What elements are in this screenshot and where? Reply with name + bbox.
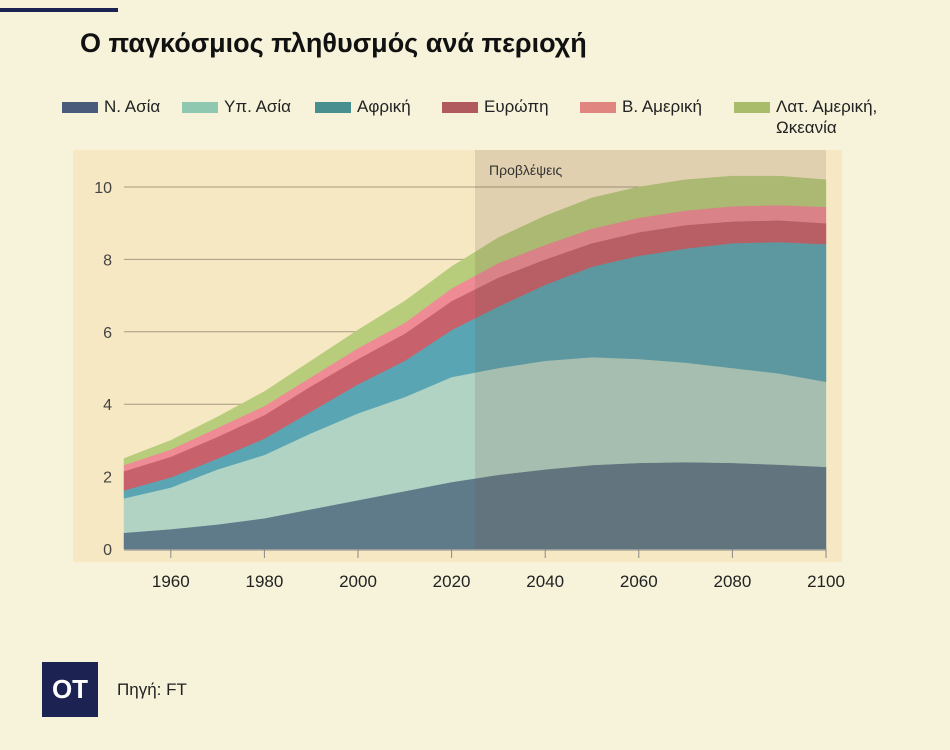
legend-item: Ν. Ασία [62,97,160,117]
x-tick-label: 1980 [245,572,283,591]
legend-swatch [315,102,351,113]
legend-swatch [62,102,98,113]
legend-label: Ν. Ασία [104,97,161,116]
y-tick-label: 10 [94,180,112,197]
x-tick-label: 2020 [433,572,471,591]
legend-swatch [734,102,770,113]
legend-label: Αφρική [357,97,411,116]
forecast-region [475,150,826,549]
legend-item: Αφρική [315,97,411,117]
legend-label: Λατ. Αμερική, Ωκεανία [776,97,878,137]
legend-item: Ευρώπη [442,97,549,117]
y-tick-label: 2 [103,470,112,487]
source-note: Πηγή: FT [117,680,187,699]
forecast-label: Προβλέψεις [489,162,562,178]
x-tick-label: 1960 [152,572,190,591]
chart-title: Ο παγκόσμιος πληθυσμός ανά περιοχή [80,28,587,58]
legend-item: Υπ. Ασία [182,97,291,117]
logo: OT [42,662,98,717]
area-series-6 [123,175,827,466]
legend-label: Β. Αμερική [622,97,702,116]
legend: Ν. Ασία Υπ. Ασία Αφρική Ευρώπη Β. Αμερική Λατ… [62,97,922,147]
x-tick-label: 2100 [807,572,845,591]
legend-label: Υπ. Ασία [224,97,292,116]
legend-swatch [580,102,616,113]
y-tick-label: 6 [103,325,112,342]
x-tick-label: 2080 [713,572,751,591]
legend-swatch [442,102,478,113]
legend-item: Λατ. Αμερική, Ωκεανία [734,97,906,138]
x-tick-label: 2060 [620,572,658,591]
legend-swatch [182,102,218,113]
top-accent-bar [0,8,118,12]
y-tick-label: 8 [103,252,112,269]
y-tick-label: 4 [103,397,112,414]
x-tick-label: 2000 [339,572,377,591]
legend-label: Ευρώπη [484,97,549,116]
y-tick-label: 0 [103,542,112,559]
chart: Προβλέψεις 0 2 4 6 8 10 1960 1980 2000 2020 2040 206… [73,150,845,591]
x-tick-label: 2040 [526,572,564,591]
legend-item: Β. Αμερική [580,97,702,117]
